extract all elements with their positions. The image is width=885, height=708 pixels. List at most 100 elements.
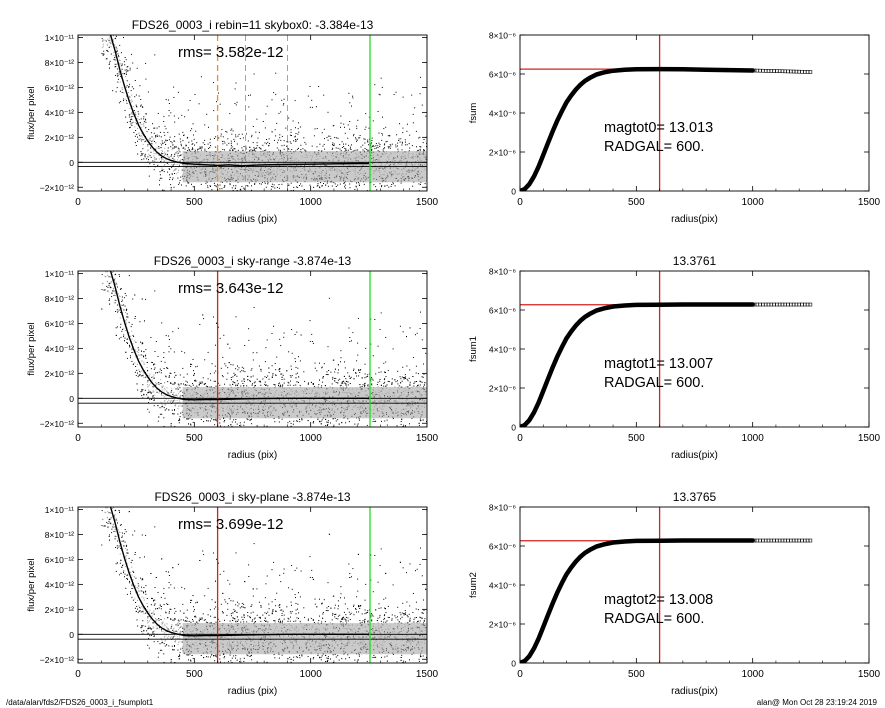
scatter-point xyxy=(127,342,128,344)
scatter-point xyxy=(129,96,131,98)
scatter-point xyxy=(102,54,104,56)
scatter-point xyxy=(181,395,183,396)
scatter-point xyxy=(400,378,402,380)
annotation-line-1: magtot0= 13.013 xyxy=(604,120,713,136)
scatter-point xyxy=(314,367,316,369)
scatter-point xyxy=(161,140,163,142)
scatter-point xyxy=(400,423,402,425)
scatter-point xyxy=(186,384,188,386)
scatter-point xyxy=(224,363,226,365)
scatter-point xyxy=(379,94,381,96)
scatter-point xyxy=(143,355,144,357)
scatter-point xyxy=(102,53,104,55)
scatter-point xyxy=(402,96,404,98)
scatter-point xyxy=(375,420,377,422)
scatter-point xyxy=(172,165,174,167)
scatter-point xyxy=(274,384,276,386)
scatter-point xyxy=(134,142,136,144)
scatter-point xyxy=(159,158,161,160)
scatter-point xyxy=(289,141,291,143)
scatter-point xyxy=(142,375,144,377)
scatter-point xyxy=(214,146,216,148)
scatter-point xyxy=(130,357,131,359)
scatter-point xyxy=(168,351,170,353)
scatter-point xyxy=(152,123,153,125)
scatter-point xyxy=(349,183,351,185)
scatter-point xyxy=(400,182,402,184)
scatter-point xyxy=(129,83,131,85)
scatter-point xyxy=(207,351,209,353)
scatter-point xyxy=(294,136,296,138)
scatter-point xyxy=(116,63,118,65)
scatter-point xyxy=(130,355,131,357)
scatter-point xyxy=(175,168,177,170)
scatter-point xyxy=(364,138,366,140)
scatter-point xyxy=(278,421,280,423)
scatter-point xyxy=(367,374,369,376)
scatter-point xyxy=(317,419,319,420)
scatter-point xyxy=(149,138,151,140)
scatter-point xyxy=(173,413,175,415)
scatter-point xyxy=(146,384,148,385)
scatter-point xyxy=(145,127,146,129)
scatter-point xyxy=(167,392,169,394)
scatter-point xyxy=(125,76,127,77)
scatter-point xyxy=(203,421,205,423)
scatter-point xyxy=(230,140,232,142)
scatter-point xyxy=(286,370,288,372)
scatter-point xyxy=(169,400,171,402)
scatter-point xyxy=(339,144,341,146)
scatter-point xyxy=(142,342,144,344)
scatter-point xyxy=(200,183,202,185)
scatter-point xyxy=(119,296,121,298)
scatter-point xyxy=(108,276,110,278)
scatter-point xyxy=(164,164,166,166)
scatter-point xyxy=(328,370,330,371)
scatter-point xyxy=(108,64,110,65)
scatter-point xyxy=(419,386,421,388)
scatter-point xyxy=(288,117,290,119)
scatter-point xyxy=(137,363,138,365)
scatter-point xyxy=(106,285,108,287)
scatter-point xyxy=(145,118,147,120)
scatter-point xyxy=(110,281,112,282)
scatter-point xyxy=(397,145,398,147)
scatter-point xyxy=(119,317,121,319)
scatter-point xyxy=(153,386,155,388)
scatter-point xyxy=(289,420,291,422)
scatter-point xyxy=(222,149,224,150)
scatter-point xyxy=(309,184,311,186)
scatter-point xyxy=(131,122,133,124)
scatter-point xyxy=(276,122,278,124)
axes-box xyxy=(77,34,428,192)
scatter-point xyxy=(226,378,228,380)
scatter-point xyxy=(295,420,297,422)
scatter-point xyxy=(207,378,209,380)
scatter-point xyxy=(138,369,140,371)
scatter-point xyxy=(356,182,357,184)
scatter-point xyxy=(122,89,123,91)
scatter-point xyxy=(148,402,149,404)
scatter-point xyxy=(121,68,123,70)
scatter-point xyxy=(347,381,349,383)
scatter-point xyxy=(379,329,381,330)
scatter-point xyxy=(191,149,193,151)
scatter-point xyxy=(219,384,221,386)
scatter-point xyxy=(244,371,246,373)
scatter-point xyxy=(177,383,179,385)
scatter-point xyxy=(223,187,225,188)
scatter-point xyxy=(128,332,130,334)
scatter-point xyxy=(394,386,396,388)
scatter-point xyxy=(192,359,194,360)
scatter-point xyxy=(134,316,136,317)
scatter-point xyxy=(106,271,108,273)
scatter-point xyxy=(164,361,166,363)
scatter-point xyxy=(289,375,291,377)
scatter-point xyxy=(104,289,106,291)
scatter-point xyxy=(147,381,149,383)
scatter-point xyxy=(234,374,236,376)
scatter-point xyxy=(163,400,165,402)
scatter-point xyxy=(291,149,293,151)
scatter-point xyxy=(175,146,177,148)
scatter-point xyxy=(321,150,323,152)
